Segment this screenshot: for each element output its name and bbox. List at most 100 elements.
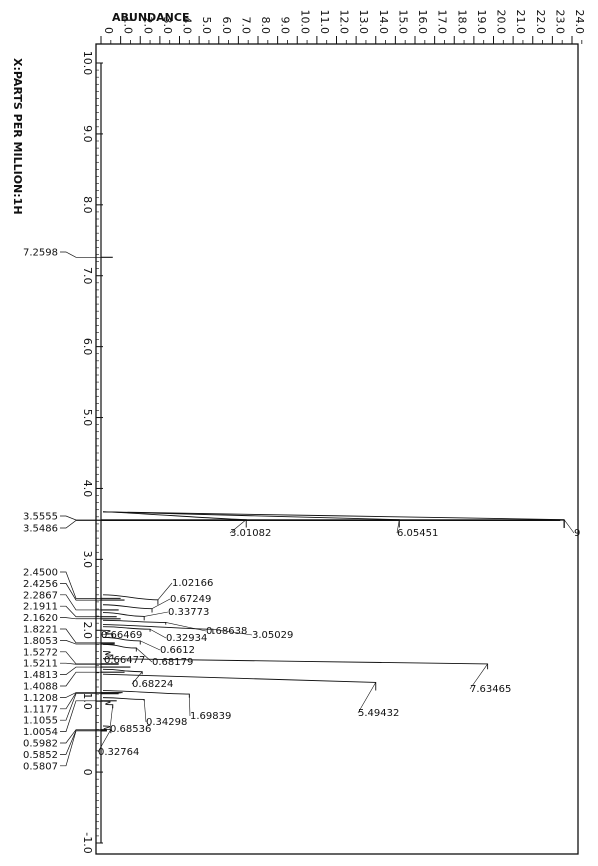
integral-curve <box>102 619 167 625</box>
peak-leader <box>60 651 101 665</box>
integral-leader <box>357 682 377 714</box>
peak-leader <box>60 671 101 687</box>
peak-label: 1.5272 <box>23 647 58 658</box>
peak-label: 1.8053 <box>23 636 58 647</box>
integral-label: 0.32764 <box>98 747 139 758</box>
integral-label: 1.69839 <box>190 711 231 722</box>
y-tick-label: 22.0 <box>534 10 547 35</box>
peak-label: 3.5555 <box>23 512 58 523</box>
peak-label: 2.1620 <box>23 613 58 624</box>
y-tick-label: 7.0 <box>239 17 252 35</box>
x-tick-label: 9.0 <box>81 125 94 143</box>
peak-leader <box>60 640 101 645</box>
peak-label: 1.0054 <box>23 727 58 738</box>
integral-curve <box>102 644 137 652</box>
integral-label: 0.33773 <box>168 607 209 618</box>
peak-leader <box>60 692 101 710</box>
y-tick-label: 2.0 <box>141 17 154 35</box>
y-tick-label: 12.0 <box>338 10 351 35</box>
integral-leader <box>563 519 575 534</box>
peak-label: 1.4088 <box>23 682 58 693</box>
peak-leader <box>60 666 101 675</box>
y-tick-label: 15.0 <box>396 10 409 35</box>
integral-leader <box>97 729 112 753</box>
integral-curve <box>102 604 153 613</box>
integral-label: 1.02166 <box>172 578 213 589</box>
peak-label: 1.8221 <box>23 625 58 636</box>
integral-label: 0.67249 <box>170 594 211 605</box>
integral-label: 5.49432 <box>358 708 399 719</box>
integral-leader <box>151 598 171 609</box>
x-tick-label: 2.0 <box>81 622 94 640</box>
x-tick-label: 1.0 <box>81 692 94 710</box>
integral-curve <box>102 594 159 605</box>
peak-label: 1.1177 <box>23 704 58 715</box>
peak-label: 1.4813 <box>23 670 58 681</box>
integral-leader <box>229 519 247 534</box>
x-tick-label: 0 <box>81 769 94 776</box>
integral-leader <box>103 654 113 661</box>
peak-label: 2.1911 <box>23 602 58 613</box>
integral-leader <box>212 628 253 636</box>
y-tick-label: 14.0 <box>377 10 390 35</box>
peak-leader <box>60 605 101 618</box>
integral-leader <box>140 640 161 651</box>
y-tick-label: 9.0 <box>279 17 292 35</box>
peak-leader <box>60 628 101 644</box>
y-tick-label: 4.0 <box>181 17 194 35</box>
peak-label: 2.4500 <box>23 568 58 579</box>
y-tick-label: 21.0 <box>514 10 527 35</box>
y-axis-title: ABUNDANCE <box>112 11 189 24</box>
integral-label: 0.68179 <box>152 657 193 668</box>
peak-label: 7.2598 <box>23 248 58 259</box>
peak-label: 1.1055 <box>23 716 58 727</box>
peak-label: 0.5807 <box>23 761 58 772</box>
integral-curve <box>102 624 214 634</box>
x-tick-label: 6.0 <box>81 338 94 356</box>
peak-leader <box>60 520 101 529</box>
x-tick-label: 8.0 <box>81 196 94 214</box>
integral-leader <box>136 647 153 663</box>
peak-leader <box>60 730 101 767</box>
peak-leader <box>60 571 101 599</box>
peak-label: 1.1208 <box>23 693 58 704</box>
peak-leader <box>60 583 101 601</box>
integral-leader <box>157 582 173 600</box>
integral-curve <box>102 673 377 691</box>
integral-leader <box>469 663 488 690</box>
y-tick-label: 18.0 <box>455 10 468 35</box>
integral-label: 0.66469 <box>101 630 142 641</box>
integral-label: 9 <box>574 528 580 539</box>
y-tick-label: 1.0 <box>122 17 135 35</box>
peak-leader <box>60 594 101 611</box>
integral-label: 3.01082 <box>230 528 271 539</box>
y-tick-label: 10.0 <box>298 10 311 35</box>
x-tick-label: -1.0 <box>81 832 94 853</box>
peak-leader <box>60 617 101 620</box>
integral-leader <box>189 694 191 717</box>
integral-curve <box>102 636 141 645</box>
y-tick-label: 5.0 <box>200 17 213 35</box>
y-tick-label: 16.0 <box>416 10 429 35</box>
y-axis: 0 1.0 2.0 3.0 4.0 5.0 6.0 7.0 8.0 9.0 10.0 11.0 12.0… <box>100 10 586 44</box>
peak-leader <box>60 700 101 732</box>
peak-leader <box>60 693 101 721</box>
x-axis-title: X:PARTS PER MILLION:1H <box>11 58 24 215</box>
integral-leader <box>144 611 169 617</box>
integral-labels: 3.01082 6.05451 9 1.02166 0.67249 0.33773 0.68… <box>97 519 580 758</box>
peak-label: 0.5982 <box>23 739 58 750</box>
integral-leader <box>165 622 207 632</box>
peak-label: 0.5852 <box>23 750 58 761</box>
y-tick-label: 3.0 <box>161 17 174 35</box>
y-tick-label: 20.0 <box>495 10 508 35</box>
integral-label: 6.05451 <box>397 528 438 539</box>
peak-leader <box>60 662 101 665</box>
integral-label: 0.66477 <box>104 655 145 666</box>
x-tick-label: 4.0 <box>81 480 94 498</box>
peak-label: 1.5211 <box>23 659 58 670</box>
y-tick-label: 24.0 <box>573 10 586 35</box>
peak-leader <box>60 251 101 258</box>
integral-label: 0.68224 <box>132 679 173 690</box>
